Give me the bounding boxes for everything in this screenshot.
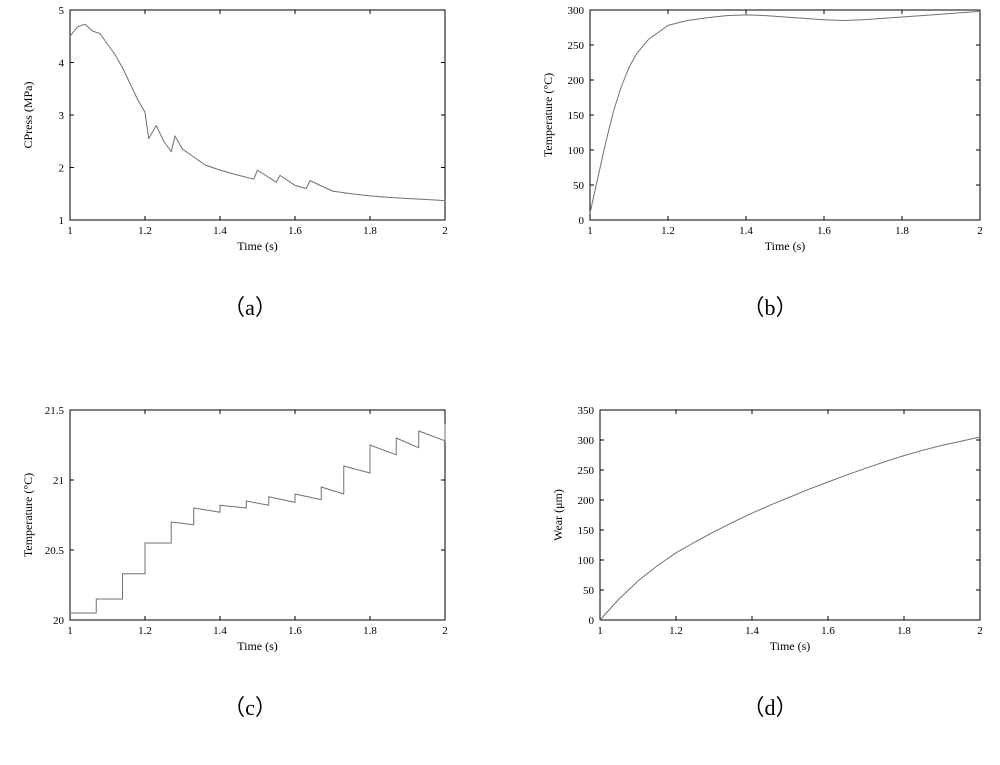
svg-text:4: 4 [59,58,65,70]
svg-text:3: 3 [59,110,65,122]
svg-text:2: 2 [977,625,983,637]
svg-text:1: 1 [587,225,593,237]
svg-text:1.2: 1.2 [138,225,152,237]
svg-text:300: 300 [568,5,585,17]
svg-text:2: 2 [977,225,983,237]
svg-text:5: 5 [59,5,65,17]
svg-text:50: 50 [573,180,585,192]
caption-a: （a） [20,290,480,322]
svg-text:150: 150 [578,525,595,537]
panel-c: 1 1.2 1.4 1.6 1.8 2 20 20.5 21 21.5 Time (s) Temper… [20,400,480,660]
chart-d: 1 1.2 1.4 1.6 1.8 2 0 50 100 150 200 250 300 350 Time … [540,400,1000,660]
svg-text:1.8: 1.8 [363,225,377,237]
svg-text:250: 250 [568,40,585,52]
svg-text:1.2: 1.2 [669,625,683,637]
svg-text:0: 0 [579,215,585,227]
svg-text:CPress (MPa): CPress (MPa) [21,81,35,148]
svg-text:200: 200 [578,495,595,507]
svg-text:21.5: 21.5 [45,405,65,417]
panel-a: 1 1.2 1.4 1.6 1.8 2 1 2 3 4 5 Time (s) CPress (MPa) [20,0,480,260]
svg-text:Time (s): Time (s) [237,639,278,653]
svg-text:1.4: 1.4 [739,225,753,237]
panel-b: 1 1.2 1.4 1.6 1.8 2 0 50 100 150 200 250 300 Time (s)… [540,0,1000,260]
svg-text:Temperature (°C): Temperature (°C) [541,73,555,157]
svg-text:Wear (μm): Wear (μm) [551,489,565,541]
svg-text:1: 1 [597,625,603,637]
svg-text:1: 1 [67,225,73,237]
caption-c: （c） [20,690,480,722]
svg-text:1.4: 1.4 [745,625,759,637]
svg-text:2: 2 [59,163,65,175]
svg-text:1.2: 1.2 [661,225,675,237]
chart-b: 1 1.2 1.4 1.6 1.8 2 0 50 100 150 200 250 300 Time (s)… [540,0,1000,260]
svg-text:1: 1 [67,625,73,637]
svg-text:20.5: 20.5 [45,545,65,557]
svg-text:100: 100 [568,145,585,157]
svg-text:20: 20 [53,615,65,627]
svg-text:Time (s): Time (s) [770,639,811,653]
svg-text:1.6: 1.6 [817,225,831,237]
svg-text:150: 150 [568,110,585,122]
svg-text:1.6: 1.6 [288,625,302,637]
svg-text:1.6: 1.6 [821,625,835,637]
svg-text:1.8: 1.8 [895,225,909,237]
chart-c: 1 1.2 1.4 1.6 1.8 2 20 20.5 21 21.5 Time (s) Temper… [20,400,480,660]
svg-text:250: 250 [578,465,595,477]
svg-text:2: 2 [442,625,448,637]
caption-b: （b） [540,290,1000,322]
svg-text:300: 300 [578,435,595,447]
svg-text:200: 200 [568,75,585,87]
svg-text:21: 21 [53,475,64,487]
svg-text:50: 50 [583,585,595,597]
chart-a: 1 1.2 1.4 1.6 1.8 2 1 2 3 4 5 Time (s) CPress (MPa) [20,0,480,260]
svg-text:Temperature (°C): Temperature (°C) [21,473,35,557]
svg-text:1.2: 1.2 [138,625,152,637]
svg-text:350: 350 [578,405,595,417]
svg-text:2: 2 [442,225,448,237]
panel-d: 1 1.2 1.4 1.6 1.8 2 0 50 100 150 200 250 300 350 Time … [540,400,1000,660]
svg-text:1: 1 [59,215,65,227]
svg-text:Time (s): Time (s) [237,239,278,253]
svg-text:100: 100 [578,555,595,567]
caption-d: （d） [540,690,1000,722]
figure-grid: 11.21.41.61.8212345Time (s)CPress (MPa) … [0,0,1000,765]
svg-text:Time (s): Time (s) [765,239,806,253]
svg-text:0: 0 [589,615,595,627]
svg-text:1.4: 1.4 [213,225,227,237]
svg-text:1.8: 1.8 [363,625,377,637]
svg-text:1.4: 1.4 [213,625,227,637]
svg-text:1.6: 1.6 [288,225,302,237]
svg-text:1.8: 1.8 [897,625,911,637]
